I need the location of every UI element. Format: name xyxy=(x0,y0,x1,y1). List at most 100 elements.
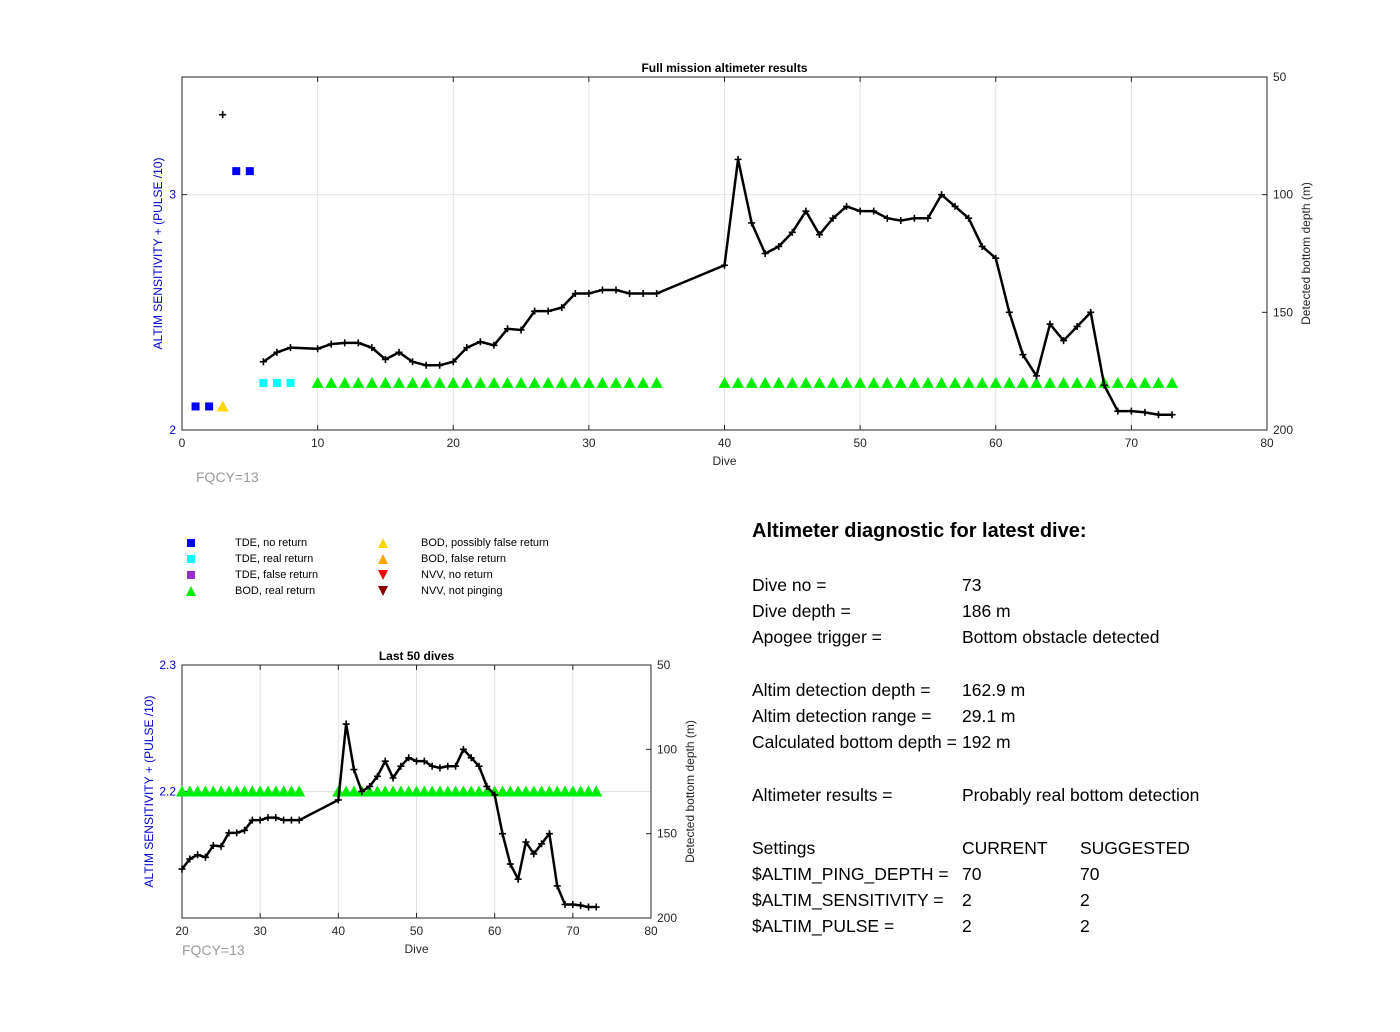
dive-no-value: 73 xyxy=(962,575,982,595)
legend-label: BOD, possibly false return xyxy=(421,537,549,549)
bod-real-return-marker xyxy=(363,785,376,797)
bottom-depth-point xyxy=(530,850,538,858)
bod-real-return-marker xyxy=(519,785,532,797)
dive-depth-label: Dive depth = xyxy=(752,601,851,621)
fqcy-annotation-last: FQCY=13 xyxy=(182,942,245,958)
bod-real-return-marker xyxy=(1057,376,1070,388)
bod-possibly-false-marker xyxy=(216,400,229,412)
setting-current: 2 xyxy=(962,916,972,936)
bod-real-return-marker xyxy=(447,376,460,388)
bottom-depth-point xyxy=(225,829,233,837)
bod-real-return-marker xyxy=(1125,376,1138,388)
bod-real-return-marker xyxy=(238,785,251,797)
bottom-depth-point xyxy=(476,338,484,346)
tde-real-return-marker xyxy=(286,378,295,387)
bod-real-return-marker xyxy=(949,376,962,388)
bottom-depth-point xyxy=(748,219,756,227)
setting-name: $ALTIM_PING_DEPTH = xyxy=(752,864,949,884)
bod-real-return-marker xyxy=(566,785,579,797)
bottom-depth-point xyxy=(761,250,769,257)
detection-range-value: 29.1 m xyxy=(962,706,1016,726)
detection-range-label: Altim detection range = xyxy=(752,706,932,726)
bod-real-return-marker xyxy=(460,376,473,388)
bottom-depth-point xyxy=(1032,372,1040,380)
bod-real-return-marker xyxy=(433,785,446,797)
triangle-up-icon xyxy=(378,554,388,564)
bottom-depth-point xyxy=(368,344,376,352)
bottom-depth-point xyxy=(897,217,905,225)
chart-title: Last 50 dives xyxy=(379,649,455,663)
setting-suggested: 2 xyxy=(1080,916,1090,936)
bod-real-return-marker xyxy=(569,376,582,388)
y-right-axis-label: Detected bottom depth (m) xyxy=(683,720,697,863)
bottom-depth-point xyxy=(1114,407,1122,415)
bod-real-return-marker xyxy=(473,785,486,797)
bottom-depth-point xyxy=(802,207,810,215)
bod-real-return-marker xyxy=(504,785,517,797)
x-tick-label: 30 xyxy=(582,436,596,450)
y-left-tick-label: 2.3 xyxy=(159,658,176,672)
bod-real-return-marker xyxy=(840,376,853,388)
bottom-depth-point xyxy=(420,757,428,765)
bottom-depth-point xyxy=(272,814,280,822)
bottom-depth-point xyxy=(467,754,475,762)
bod-real-return-marker xyxy=(449,785,462,797)
bottom-depth-point xyxy=(219,111,227,119)
bod-real-return-marker xyxy=(457,785,470,797)
bottom-depth-line xyxy=(181,723,597,909)
bod-real-return-marker xyxy=(559,785,572,797)
apogee-trigger-label: Apogee trigger = xyxy=(752,627,882,647)
bod-real-return-marker xyxy=(325,376,338,388)
x-tick-label: 60 xyxy=(989,436,1003,450)
bod-real-return-marker xyxy=(542,376,555,388)
bottom-depth-point xyxy=(721,261,728,269)
bottom-depth-point xyxy=(452,762,460,770)
bottom-depth-point xyxy=(405,754,413,762)
bottom-depth-point xyxy=(531,307,539,315)
bottom-depth-point xyxy=(490,341,498,349)
bod-real-return-marker xyxy=(512,785,525,797)
bottom-depth-point xyxy=(856,207,864,215)
square-icon xyxy=(187,539,195,547)
bod-real-return-marker xyxy=(183,785,196,797)
y-right-tick-label: 200 xyxy=(657,911,677,925)
bod-real-return-marker xyxy=(379,785,392,797)
bottom-depth-point xyxy=(1100,381,1108,389)
bottom-depth-point xyxy=(965,214,973,222)
bod-real-return-marker xyxy=(989,376,1002,388)
bod-real-return-marker xyxy=(596,376,609,388)
chart-title: Full mission altimeter results xyxy=(641,61,807,75)
bottom-depth-point xyxy=(280,816,288,824)
bod-real-return-marker xyxy=(394,785,407,797)
legend-label: NVV, no return xyxy=(421,569,493,581)
bottom-depth-point xyxy=(449,358,457,366)
square-icon xyxy=(187,571,195,579)
bottom-depth-point xyxy=(409,358,417,366)
y-left-tick-label: 2.2 xyxy=(159,785,176,799)
bottom-depth-point xyxy=(342,720,350,728)
bod-real-return-marker xyxy=(637,376,650,388)
bottom-depth-point xyxy=(389,774,397,782)
bod-real-return-marker xyxy=(1138,376,1151,388)
bod-real-return-marker xyxy=(881,376,894,388)
y-right-tick-label: 150 xyxy=(657,827,677,841)
legend-label: TDE, no return xyxy=(235,537,308,549)
bottom-depth-point xyxy=(910,214,918,222)
bod-real-return-marker xyxy=(1003,376,1016,388)
bod-real-return-marker xyxy=(962,376,975,388)
bod-real-return-marker xyxy=(590,785,603,797)
bottom-depth-point xyxy=(327,340,335,348)
bottom-depth-point xyxy=(194,851,202,859)
x-tick-label: 20 xyxy=(175,924,189,938)
bod-real-return-marker xyxy=(410,785,423,797)
legend-label: TDE, false return xyxy=(235,569,319,581)
bod-real-return-marker xyxy=(799,376,812,388)
bod-real-return-marker xyxy=(854,376,867,388)
bottom-depth-point xyxy=(201,853,209,861)
triangle-up-icon xyxy=(186,586,196,596)
bottom-depth-point xyxy=(538,840,546,848)
tde-no-return-marker xyxy=(191,402,200,411)
bottom-depth-point xyxy=(571,290,579,298)
bod-real-return-marker xyxy=(1030,376,1043,388)
bod-real-return-marker xyxy=(1071,376,1084,388)
